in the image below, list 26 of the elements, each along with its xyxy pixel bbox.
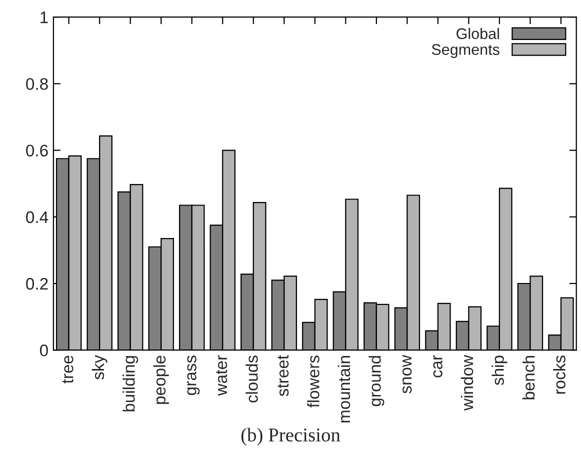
x-tick-label: street <box>278 355 289 396</box>
x-tick-label: window <box>460 354 474 411</box>
y-tick-label: 1 <box>40 12 48 24</box>
x-tick-label: sky <box>92 354 108 380</box>
y-tick-label: 0.6 <box>26 144 48 157</box>
y-tick-label: 0.4 <box>26 211 48 224</box>
y-tick-label: 0 <box>40 344 48 356</box>
y-tick-label: 0.8 <box>26 78 48 90</box>
x-tick-label: water <box>216 355 228 396</box>
x-tick-label: ship <box>492 356 508 386</box>
x-tick-label: snow <box>402 354 412 394</box>
y-tick-label: 0.2 <box>26 278 48 290</box>
text: (b) Precision <box>241 428 340 446</box>
x-tick-label: people <box>153 356 169 404</box>
x-tick-label: rocks <box>553 356 566 394</box>
x-tick-label: mountain <box>338 356 350 422</box>
x-tick-label: clouds <box>246 356 258 402</box>
x-tick-label: tree <box>62 356 74 384</box>
x-tick-label: building <box>122 356 138 412</box>
x-tick-label: ground <box>368 356 384 406</box>
x-tick-label: car <box>433 355 442 378</box>
x-tick-label: flowers <box>307 356 320 408</box>
legend-label: Segments <box>432 44 500 58</box>
x-tick-label: bench <box>522 356 535 400</box>
x-tick-label: grass <box>187 356 200 396</box>
legend-label: Global <box>456 28 499 40</box>
